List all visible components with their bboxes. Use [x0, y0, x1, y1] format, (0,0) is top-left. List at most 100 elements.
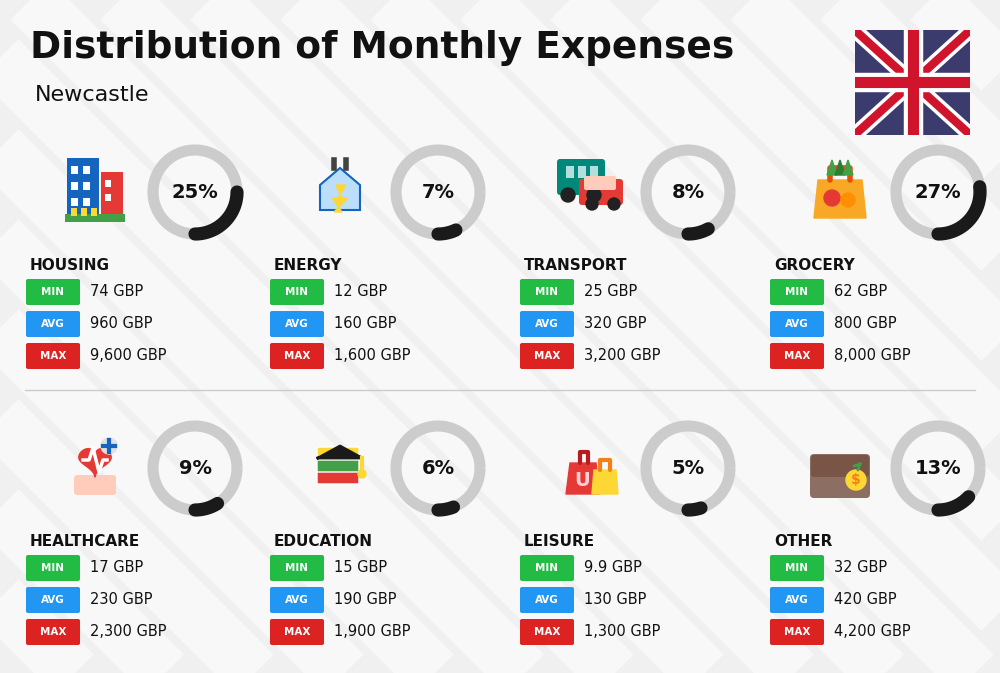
- FancyBboxPatch shape: [105, 180, 111, 187]
- FancyBboxPatch shape: [101, 172, 123, 216]
- FancyBboxPatch shape: [270, 619, 324, 645]
- Text: 5%: 5%: [671, 458, 705, 478]
- FancyBboxPatch shape: [770, 279, 824, 305]
- Text: 15 GBP: 15 GBP: [334, 561, 387, 575]
- FancyBboxPatch shape: [270, 587, 324, 613]
- Circle shape: [586, 198, 598, 210]
- Text: MAX: MAX: [284, 627, 310, 637]
- FancyBboxPatch shape: [770, 311, 824, 337]
- Polygon shape: [318, 446, 362, 458]
- Text: U: U: [574, 470, 590, 489]
- Text: 9.9 GBP: 9.9 GBP: [584, 561, 642, 575]
- FancyBboxPatch shape: [71, 198, 78, 206]
- Text: MAX: MAX: [534, 627, 560, 637]
- FancyBboxPatch shape: [26, 555, 80, 581]
- Text: 25 GBP: 25 GBP: [584, 285, 637, 299]
- FancyBboxPatch shape: [520, 555, 574, 581]
- Text: 960 GBP: 960 GBP: [90, 316, 152, 332]
- FancyBboxPatch shape: [520, 311, 574, 337]
- Polygon shape: [332, 185, 348, 212]
- Text: OTHER: OTHER: [774, 534, 832, 549]
- Text: MIN: MIN: [286, 563, 308, 573]
- Text: AVG: AVG: [785, 595, 809, 605]
- FancyBboxPatch shape: [67, 158, 99, 216]
- Circle shape: [587, 188, 601, 202]
- Text: MAX: MAX: [284, 351, 310, 361]
- FancyBboxPatch shape: [520, 619, 574, 645]
- Text: 2,300 GBP: 2,300 GBP: [90, 625, 166, 639]
- Text: MIN: MIN: [536, 287, 558, 297]
- Polygon shape: [827, 160, 837, 175]
- Text: EDUCATION: EDUCATION: [274, 534, 373, 549]
- FancyBboxPatch shape: [770, 555, 824, 581]
- Text: Distribution of Monthly Expenses: Distribution of Monthly Expenses: [30, 30, 734, 66]
- Text: Newcastle: Newcastle: [35, 85, 150, 105]
- Text: MIN: MIN: [42, 287, 64, 297]
- Text: 32 GBP: 32 GBP: [834, 561, 887, 575]
- Text: MAX: MAX: [784, 627, 810, 637]
- Text: MAX: MAX: [784, 351, 810, 361]
- Text: AVG: AVG: [285, 319, 309, 329]
- Text: 320 GBP: 320 GBP: [584, 316, 646, 332]
- Text: AVG: AVG: [785, 319, 809, 329]
- Text: LEISURE: LEISURE: [524, 534, 595, 549]
- Text: 3,200 GBP: 3,200 GBP: [584, 349, 660, 363]
- FancyBboxPatch shape: [83, 182, 90, 190]
- FancyBboxPatch shape: [590, 166, 598, 178]
- Text: 9%: 9%: [178, 458, 212, 478]
- Circle shape: [358, 470, 366, 478]
- Text: 4,200 GBP: 4,200 GBP: [834, 625, 911, 639]
- Text: 9,600 GBP: 9,600 GBP: [90, 349, 166, 363]
- FancyBboxPatch shape: [81, 208, 87, 216]
- FancyBboxPatch shape: [317, 447, 359, 460]
- FancyBboxPatch shape: [811, 455, 869, 477]
- Text: 130 GBP: 130 GBP: [584, 592, 646, 608]
- Circle shape: [846, 470, 866, 490]
- Text: 230 GBP: 230 GBP: [90, 592, 152, 608]
- FancyBboxPatch shape: [26, 311, 80, 337]
- FancyBboxPatch shape: [270, 555, 324, 581]
- Text: 1,600 GBP: 1,600 GBP: [334, 349, 411, 363]
- FancyBboxPatch shape: [317, 471, 359, 484]
- Text: MIN: MIN: [786, 287, 808, 297]
- FancyBboxPatch shape: [91, 208, 97, 216]
- Text: 8%: 8%: [671, 182, 705, 201]
- Polygon shape: [320, 168, 360, 210]
- Text: 12 GBP: 12 GBP: [334, 285, 387, 299]
- Text: 1,900 GBP: 1,900 GBP: [334, 625, 411, 639]
- FancyBboxPatch shape: [83, 166, 90, 174]
- Text: 1,300 GBP: 1,300 GBP: [584, 625, 660, 639]
- FancyBboxPatch shape: [770, 619, 824, 645]
- FancyBboxPatch shape: [71, 182, 78, 190]
- FancyBboxPatch shape: [270, 343, 324, 369]
- Polygon shape: [843, 160, 853, 175]
- FancyBboxPatch shape: [578, 166, 586, 178]
- FancyBboxPatch shape: [270, 311, 324, 337]
- Text: HEALTHCARE: HEALTHCARE: [30, 534, 140, 549]
- FancyBboxPatch shape: [520, 587, 574, 613]
- FancyBboxPatch shape: [520, 343, 574, 369]
- Text: MAX: MAX: [40, 351, 66, 361]
- Text: MAX: MAX: [40, 627, 66, 637]
- FancyBboxPatch shape: [65, 214, 125, 222]
- Circle shape: [824, 190, 840, 206]
- FancyBboxPatch shape: [74, 475, 116, 495]
- Text: 25%: 25%: [172, 182, 218, 201]
- Text: GROCERY: GROCERY: [774, 258, 855, 273]
- Text: AVG: AVG: [535, 595, 559, 605]
- Text: TRANSPORT: TRANSPORT: [524, 258, 628, 273]
- FancyBboxPatch shape: [270, 279, 324, 305]
- Text: 13%: 13%: [915, 458, 961, 478]
- Text: 160 GBP: 160 GBP: [334, 316, 396, 332]
- Polygon shape: [566, 463, 600, 494]
- FancyBboxPatch shape: [579, 179, 623, 205]
- Text: ENERGY: ENERGY: [274, 258, 342, 273]
- FancyBboxPatch shape: [26, 279, 80, 305]
- Polygon shape: [814, 180, 866, 218]
- Polygon shape: [79, 449, 111, 476]
- FancyBboxPatch shape: [566, 166, 574, 178]
- Circle shape: [841, 193, 855, 207]
- FancyBboxPatch shape: [83, 198, 90, 206]
- Circle shape: [608, 198, 620, 210]
- FancyBboxPatch shape: [26, 587, 80, 613]
